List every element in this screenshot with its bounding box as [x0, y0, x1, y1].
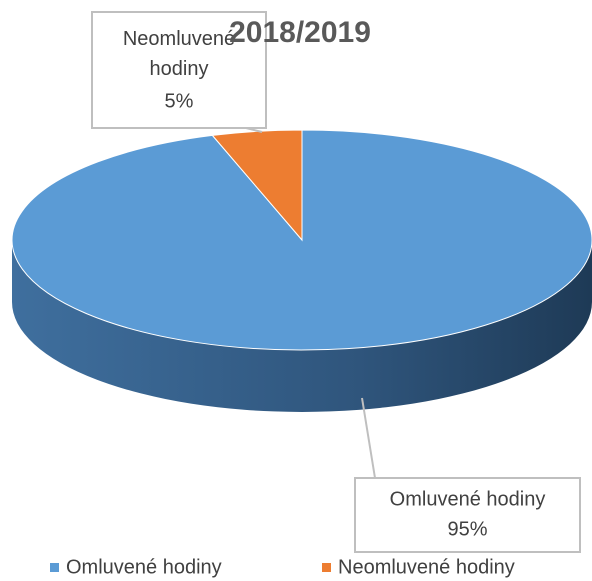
legend-swatch — [322, 563, 331, 572]
pie-side — [12, 240, 592, 412]
data-label-word: hodiny — [150, 58, 209, 80]
leader-line — [361, 397, 376, 479]
chart-title: 2018/2019 — [229, 16, 371, 49]
data-label-box — [91, 11, 267, 129]
legend-label: Neomluvené hodiny — [338, 556, 515, 578]
data-label-box — [354, 477, 581, 553]
data-label-value: 95% — [447, 518, 487, 540]
legend-swatch — [50, 563, 59, 572]
data-label-name: Omluvené hodiny — [390, 488, 546, 510]
legend-label: Omluvené hodiny — [66, 556, 222, 578]
data-label-word: Neomluvené — [123, 28, 235, 50]
data-label-value: 5% — [165, 90, 194, 112]
data-label-name: Neomluvené hodiny — [123, 28, 235, 80]
